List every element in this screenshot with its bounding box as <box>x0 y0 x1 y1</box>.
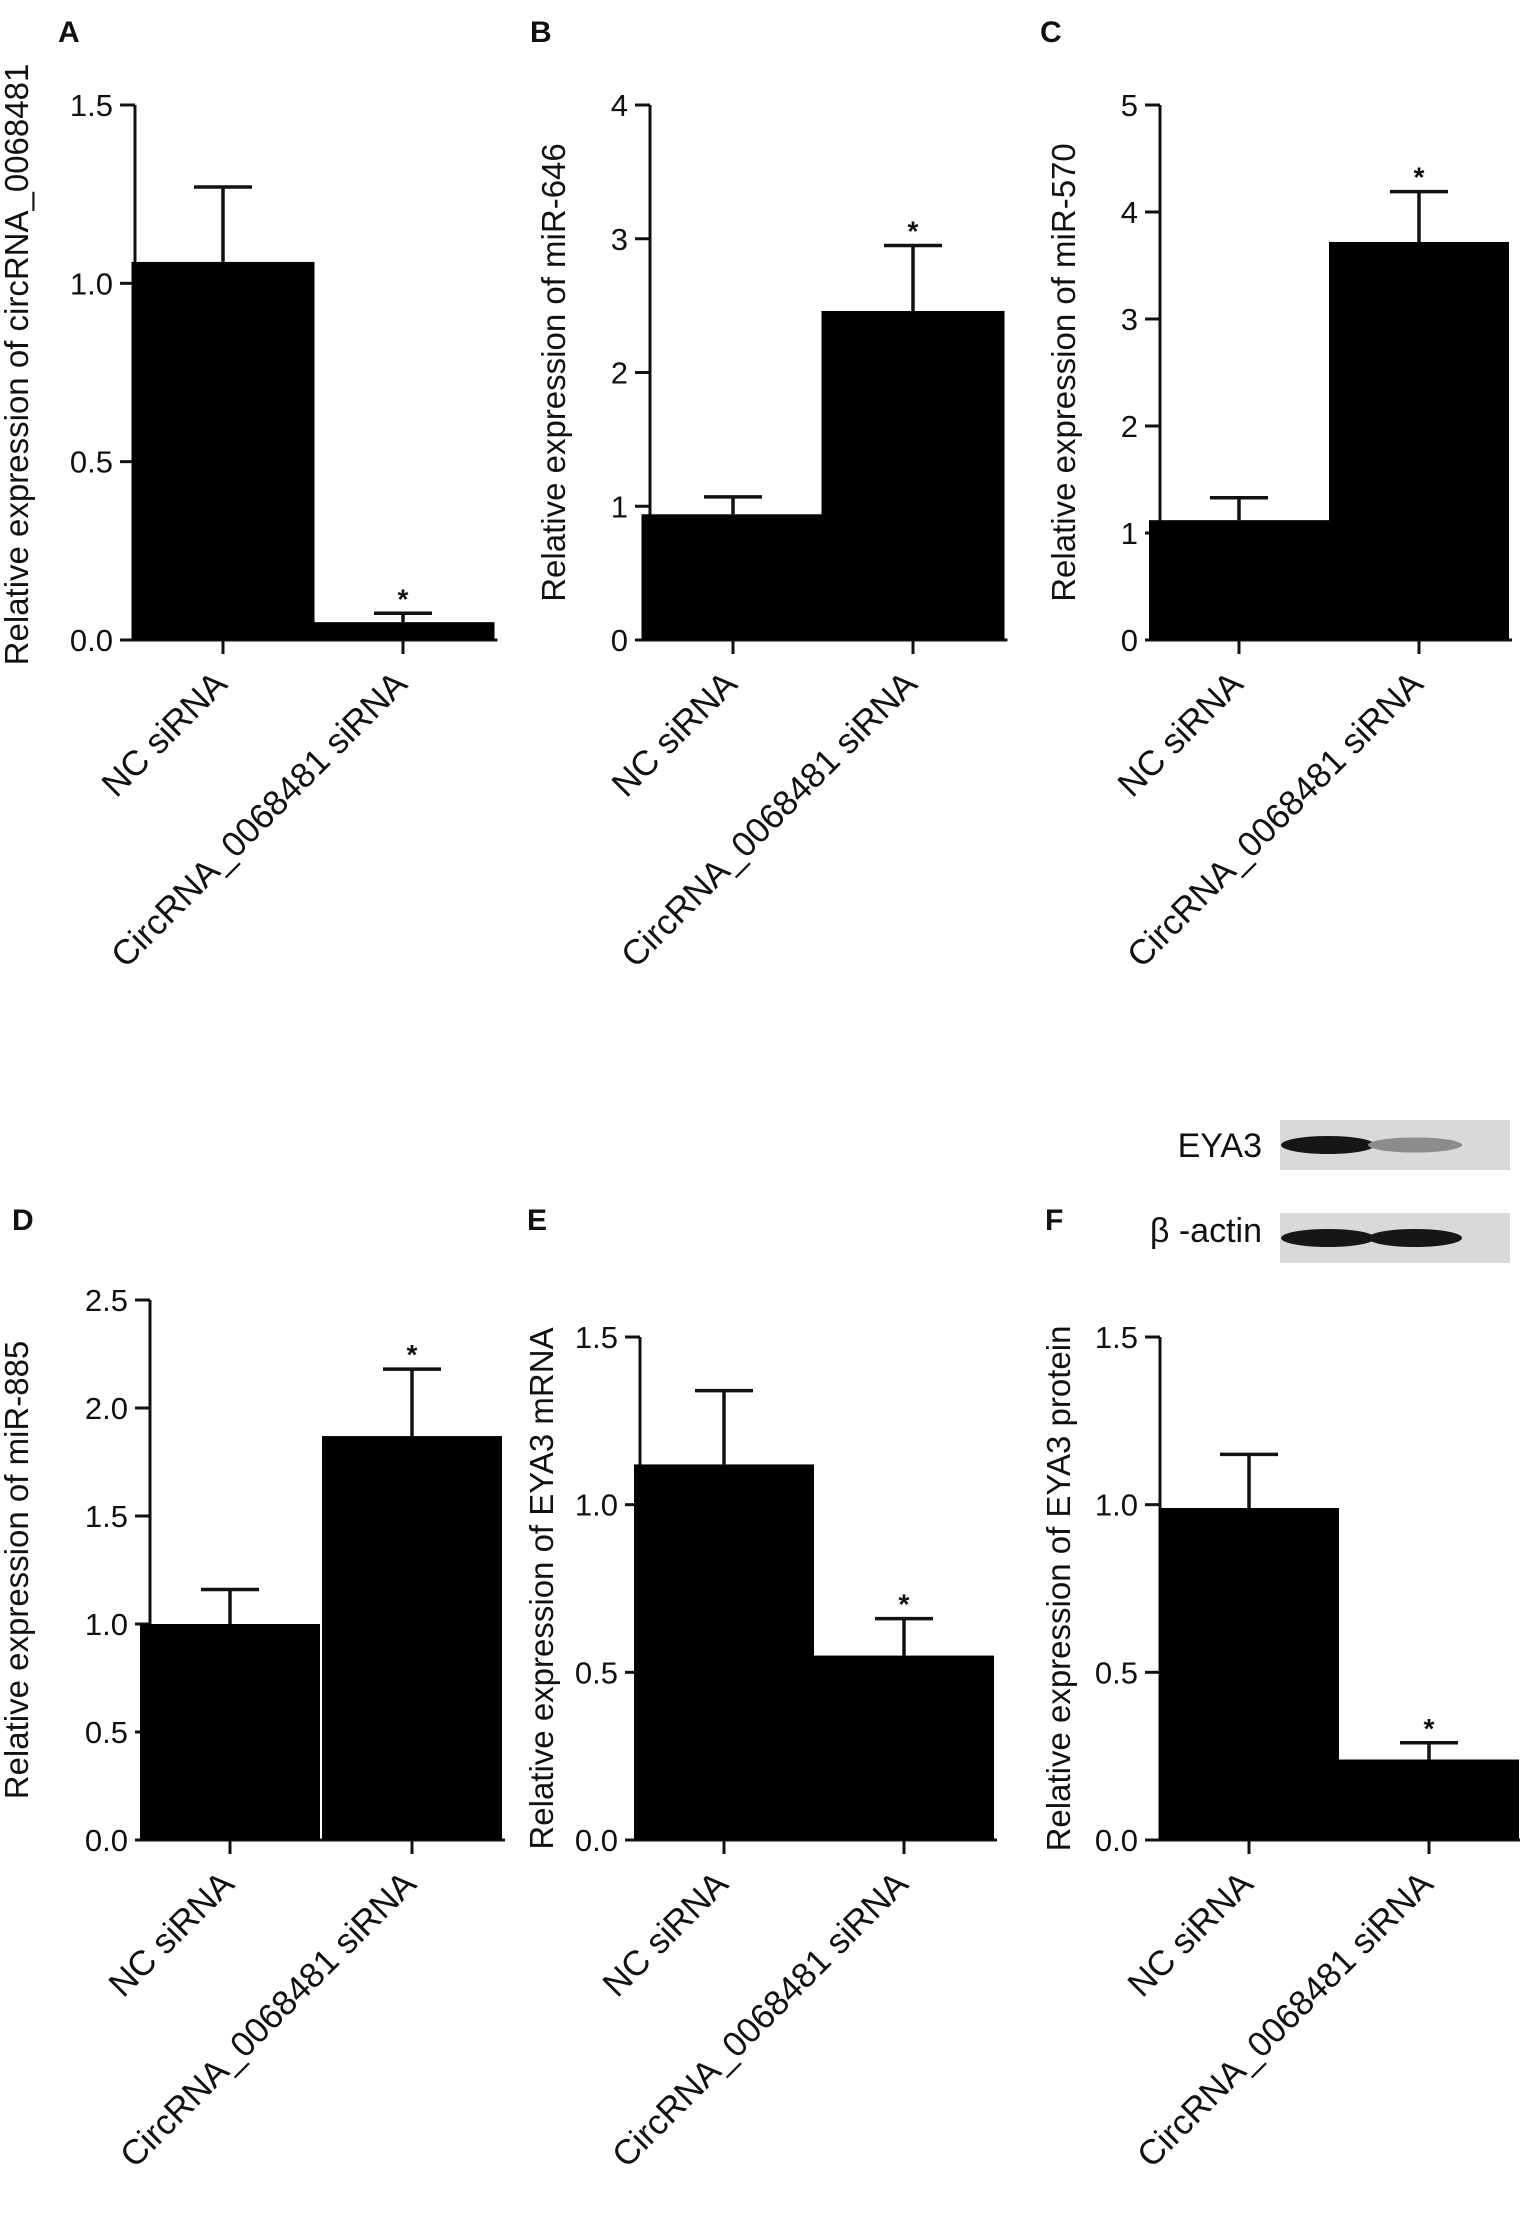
y-tick-label: 3 <box>1121 302 1138 337</box>
bar <box>322 1436 502 1840</box>
x-category-label: CircRNA_0068481 siRNA <box>113 1864 424 2175</box>
x-category-label: CircRNA_0068481 siRNA <box>605 1864 916 2175</box>
western-blot: EYA3 β -actin <box>1150 1120 1510 1263</box>
y-tick-label: 0.0 <box>85 1823 128 1858</box>
y-tick-label: 2 <box>1121 409 1138 444</box>
bar <box>641 514 825 640</box>
bar <box>140 1624 320 1840</box>
x-category-label: CircRNA_0068481 siRNA <box>1120 664 1431 975</box>
y-tick-label: 1.5 <box>1095 1320 1138 1355</box>
y-tick-label: 0.5 <box>85 1715 128 1750</box>
y-tick-label: 4 <box>1121 195 1138 230</box>
bar <box>311 622 495 640</box>
blot-band <box>1281 1136 1375 1154</box>
significance-marker: * <box>908 215 919 246</box>
blot-band <box>1368 1229 1462 1247</box>
x-category-label: NC siRNA <box>595 1864 736 2005</box>
y-tick-label: 2 <box>611 356 628 391</box>
y-axis-title: Relative expression of miR-570 <box>1045 143 1082 602</box>
panel-a: A 0.0 0.5 1.0 1.5 Relative expression of circ… <box>0 16 498 975</box>
y-axis-title: Relative expression of EYA3 mRNA <box>523 1327 560 1849</box>
blot-row-label: β -actin <box>1150 1212 1262 1250</box>
y-tick-label: 0.5 <box>1095 1655 1138 1690</box>
bar <box>634 1464 814 1840</box>
y-axis-title: Relative expression of miR-885 <box>0 1341 35 1800</box>
bar <box>131 261 315 640</box>
bar <box>821 310 1005 640</box>
blot-band <box>1281 1229 1375 1247</box>
y-tick-label: 0 <box>1121 623 1138 658</box>
bar <box>814 1655 994 1840</box>
y-tick-label: 4 <box>611 88 628 123</box>
panel-c: C 0 1 2 3 4 5 Relative expression of miR-570 NC … <box>1040 16 1512 975</box>
bar <box>1149 520 1329 640</box>
x-category-label: NC siRNA <box>101 1864 242 2005</box>
y-tick-label: 5 <box>1121 88 1138 123</box>
panel-label-e: E <box>527 1204 547 1237</box>
y-tick-label: 1.5 <box>575 1320 618 1355</box>
panel-d: D 0.0 0.5 1.0 1.5 2.0 2.5 Relative expression o… <box>0 1204 505 2175</box>
blot-band <box>1368 1137 1462 1153</box>
y-tick-label: 0.5 <box>70 445 113 480</box>
x-category-label: CircRNA_0068481 siRNA <box>104 664 415 975</box>
y-tick-label: 0.5 <box>575 1655 618 1690</box>
x-category-label: CircRNA_0068481 siRNA <box>614 664 925 975</box>
bar <box>1159 1508 1339 1840</box>
y-tick-label: 0.0 <box>70 623 113 658</box>
y-tick-label: 1.0 <box>1095 1488 1138 1523</box>
y-tick-label: 1.0 <box>70 266 113 301</box>
y-axis-title: Relative expression of miR-646 <box>535 143 572 602</box>
significance-marker: * <box>1424 1713 1435 1744</box>
significance-marker: * <box>899 1589 910 1620</box>
panel-f: F 0.0 0.5 1.0 1.5 Relative expression of EYA3… <box>1040 1204 1520 2175</box>
x-category-label: NC siRNA <box>604 664 745 805</box>
panel-label-b: B <box>530 16 552 49</box>
y-tick-label: 1.0 <box>575 1488 618 1523</box>
y-tick-label: 1.5 <box>85 1499 128 1534</box>
x-category-label: CircRNA_0068481 siRNA <box>1130 1864 1441 2175</box>
significance-marker: * <box>398 583 409 614</box>
y-tick-label: 0.0 <box>1095 1823 1138 1858</box>
x-category-label: NC siRNA <box>1110 664 1251 805</box>
panel-label-a: A <box>58 16 80 49</box>
panel-e: E 0.0 0.5 1.0 1.5 Relative expression of EYA3… <box>523 1204 997 2175</box>
significance-marker: * <box>1414 162 1425 193</box>
y-tick-label: 1.0 <box>85 1607 128 1642</box>
y-tick-label: 2.0 <box>85 1391 128 1426</box>
panel-b: B 0 1 2 3 4 Relative expression of miR-646 NC s… <box>530 16 1008 975</box>
x-category-label: NC siRNA <box>1120 1864 1261 2005</box>
significance-marker: * <box>407 1339 418 1370</box>
panel-label-c: C <box>1040 16 1062 49</box>
y-axis-title: Relative expression of circRNA_0068481 <box>0 64 35 666</box>
bar <box>1329 241 1509 640</box>
panel-label-d: D <box>12 1204 34 1237</box>
y-tick-label: 0 <box>611 623 628 658</box>
y-tick-label: 2.5 <box>85 1283 128 1318</box>
panel-label-f: F <box>1045 1204 1063 1237</box>
bar <box>1339 1759 1519 1840</box>
y-tick-label: 1 <box>1121 516 1138 551</box>
y-tick-label: 1 <box>611 489 628 524</box>
blot-row-label: EYA3 <box>1178 1127 1262 1165</box>
y-tick-label: 1.5 <box>70 88 113 123</box>
y-tick-label: 3 <box>611 222 628 257</box>
y-tick-label: 0.0 <box>575 1823 618 1858</box>
y-axis-title: Relative expression of EYA3 protein <box>1040 1326 1077 1852</box>
x-category-label: NC siRNA <box>94 664 235 805</box>
